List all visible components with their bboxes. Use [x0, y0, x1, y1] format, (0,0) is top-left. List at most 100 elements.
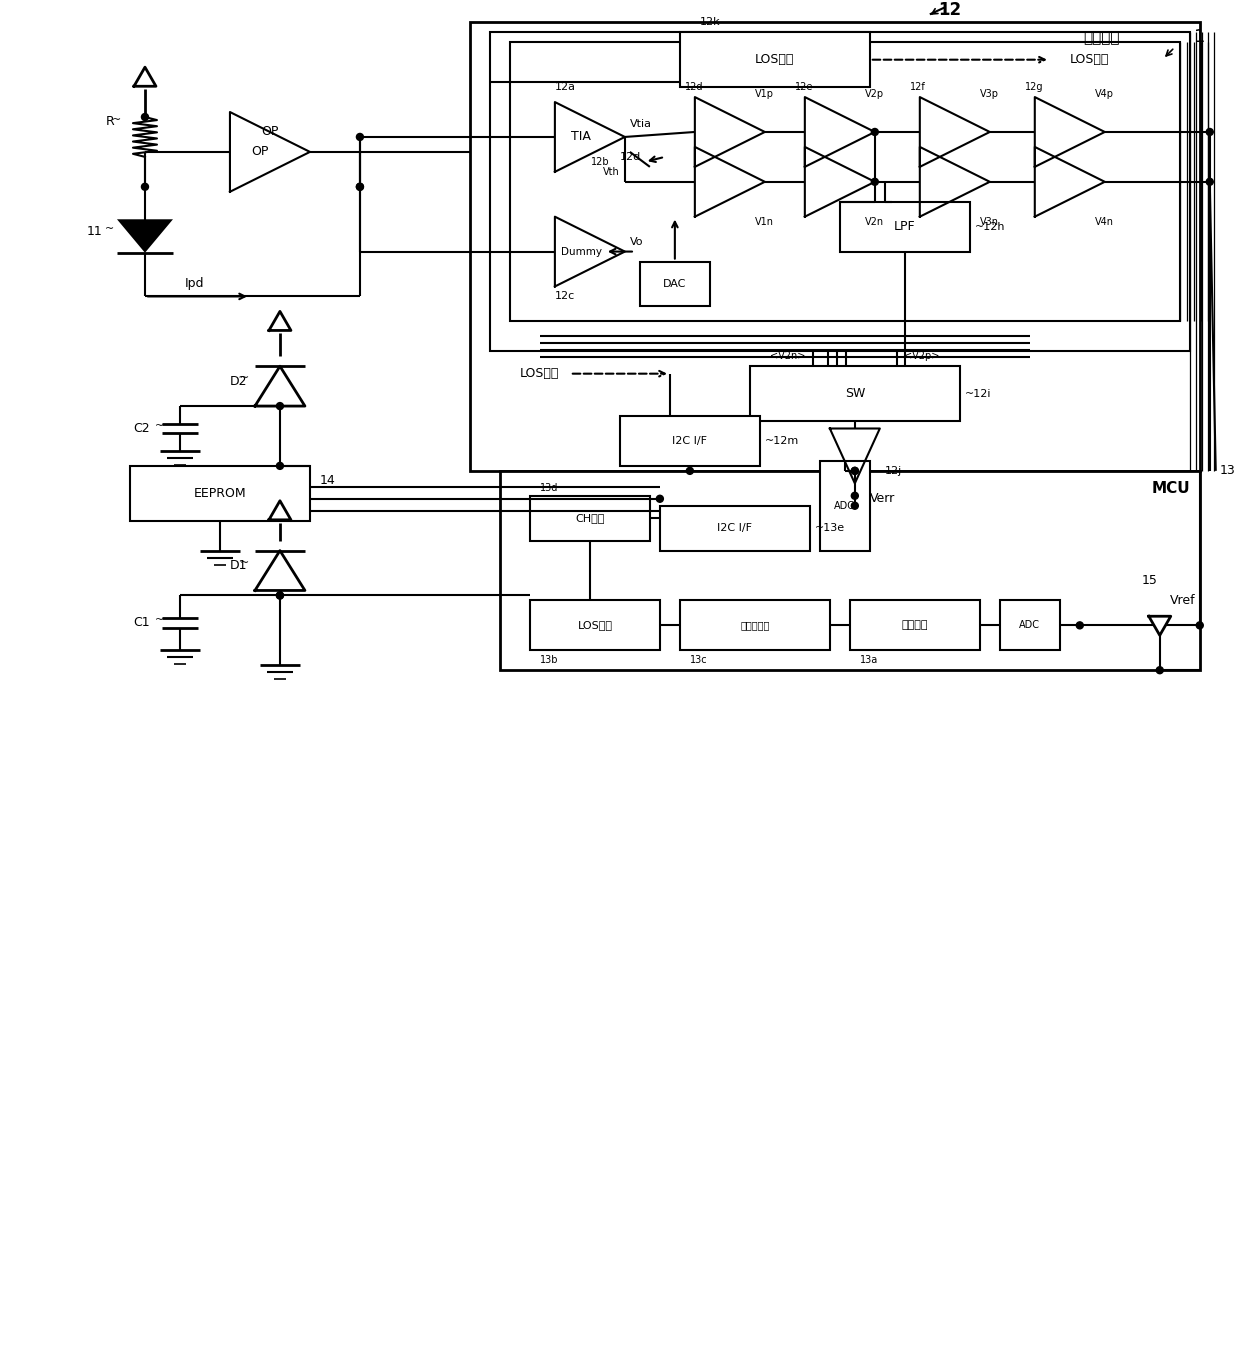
Text: 12a: 12a: [554, 82, 575, 92]
Text: 12c: 12c: [554, 291, 575, 302]
Text: 12e: 12e: [795, 82, 813, 92]
Text: 12d: 12d: [620, 152, 641, 162]
Bar: [849, 600, 980, 650]
Text: V4p: V4p: [1095, 89, 1114, 100]
Circle shape: [277, 592, 284, 599]
Bar: [500, 470, 1200, 670]
Text: 13b: 13b: [539, 655, 558, 666]
Text: LPF: LPF: [894, 220, 915, 233]
Bar: [680, 32, 869, 88]
Bar: [510, 42, 1179, 321]
Circle shape: [277, 592, 284, 599]
Bar: [680, 600, 830, 650]
Text: LOS读出: LOS读出: [578, 620, 613, 631]
Polygon shape: [117, 220, 172, 253]
Bar: [470, 23, 1200, 470]
Polygon shape: [805, 147, 875, 217]
Text: Vo: Vo: [630, 237, 644, 247]
Text: V2n: V2n: [864, 217, 884, 226]
Text: V2p: V2p: [864, 89, 884, 100]
Polygon shape: [554, 102, 625, 171]
Text: ~: ~: [105, 224, 114, 233]
Polygon shape: [229, 112, 310, 191]
Polygon shape: [255, 367, 305, 406]
Circle shape: [356, 183, 363, 190]
Circle shape: [852, 468, 858, 474]
Circle shape: [1207, 178, 1213, 185]
Polygon shape: [920, 97, 990, 167]
Bar: [820, 461, 869, 550]
Text: 15: 15: [1142, 574, 1158, 586]
Text: ADC: ADC: [1019, 620, 1040, 631]
Text: 阀电压变更: 阀电压变更: [740, 620, 770, 631]
Text: LOS信号: LOS信号: [520, 367, 559, 380]
Circle shape: [872, 178, 878, 185]
Text: 13: 13: [1220, 464, 1235, 477]
Circle shape: [356, 183, 363, 190]
Bar: [640, 262, 709, 306]
Circle shape: [277, 462, 284, 469]
Text: OP: OP: [262, 125, 279, 139]
Circle shape: [141, 113, 149, 120]
Text: 12j: 12j: [885, 466, 901, 476]
Text: 13c: 13c: [689, 655, 708, 666]
Text: C2: C2: [134, 422, 150, 435]
Polygon shape: [1035, 97, 1105, 167]
Polygon shape: [830, 429, 880, 484]
Circle shape: [1076, 621, 1084, 630]
Circle shape: [852, 468, 858, 474]
Text: TIA: TIA: [572, 131, 591, 143]
Circle shape: [141, 183, 149, 190]
Circle shape: [356, 133, 363, 140]
Text: ~12h: ~12h: [975, 221, 1006, 232]
Polygon shape: [255, 550, 305, 590]
Text: Vth: Vth: [603, 167, 620, 177]
Polygon shape: [269, 500, 291, 520]
Bar: [529, 600, 660, 650]
Text: ADC: ADC: [835, 500, 856, 511]
Text: 11: 11: [87, 225, 103, 239]
Circle shape: [1156, 667, 1163, 674]
Text: <V2n>: <V2n>: [770, 352, 805, 361]
Bar: [999, 600, 1060, 650]
Text: 12k: 12k: [699, 18, 720, 27]
Text: 12f: 12f: [910, 82, 925, 92]
Circle shape: [1207, 128, 1213, 135]
Text: 12: 12: [939, 1, 961, 19]
Bar: [750, 367, 960, 421]
Bar: [130, 466, 310, 520]
Text: Vref: Vref: [1169, 594, 1195, 607]
Text: V1p: V1p: [755, 89, 774, 100]
Text: D1: D1: [229, 559, 248, 572]
Circle shape: [1197, 621, 1203, 630]
Polygon shape: [134, 67, 156, 86]
Circle shape: [852, 503, 858, 510]
Text: 12g: 12g: [1024, 82, 1043, 92]
Text: 12d: 12d: [684, 82, 703, 92]
Polygon shape: [805, 97, 875, 167]
Text: 13a: 13a: [859, 655, 878, 666]
Text: R: R: [105, 116, 114, 128]
Bar: [660, 506, 810, 550]
Circle shape: [872, 128, 878, 135]
Text: Ipd: Ipd: [185, 276, 205, 290]
Text: ~: ~: [155, 421, 165, 430]
Text: 12b: 12b: [591, 156, 610, 167]
Circle shape: [656, 495, 663, 503]
Text: C1: C1: [134, 616, 150, 630]
Text: 接收电路: 接收电路: [1084, 30, 1120, 44]
Polygon shape: [694, 97, 765, 167]
Polygon shape: [1148, 616, 1171, 635]
Text: 电压读出: 电压读出: [901, 620, 928, 631]
Text: Dummy: Dummy: [560, 247, 601, 256]
Text: ~13e: ~13e: [815, 523, 844, 534]
Text: V3p: V3p: [980, 89, 998, 100]
Text: ~: ~: [155, 615, 165, 625]
Text: EEPROM: EEPROM: [193, 487, 247, 500]
Text: ~12m: ~12m: [765, 435, 799, 446]
Text: V3n: V3n: [980, 217, 998, 226]
Text: CH切换: CH切换: [575, 514, 605, 523]
Text: ~: ~: [241, 558, 249, 568]
Text: ~: ~: [113, 115, 122, 125]
Text: ~: ~: [241, 373, 249, 383]
